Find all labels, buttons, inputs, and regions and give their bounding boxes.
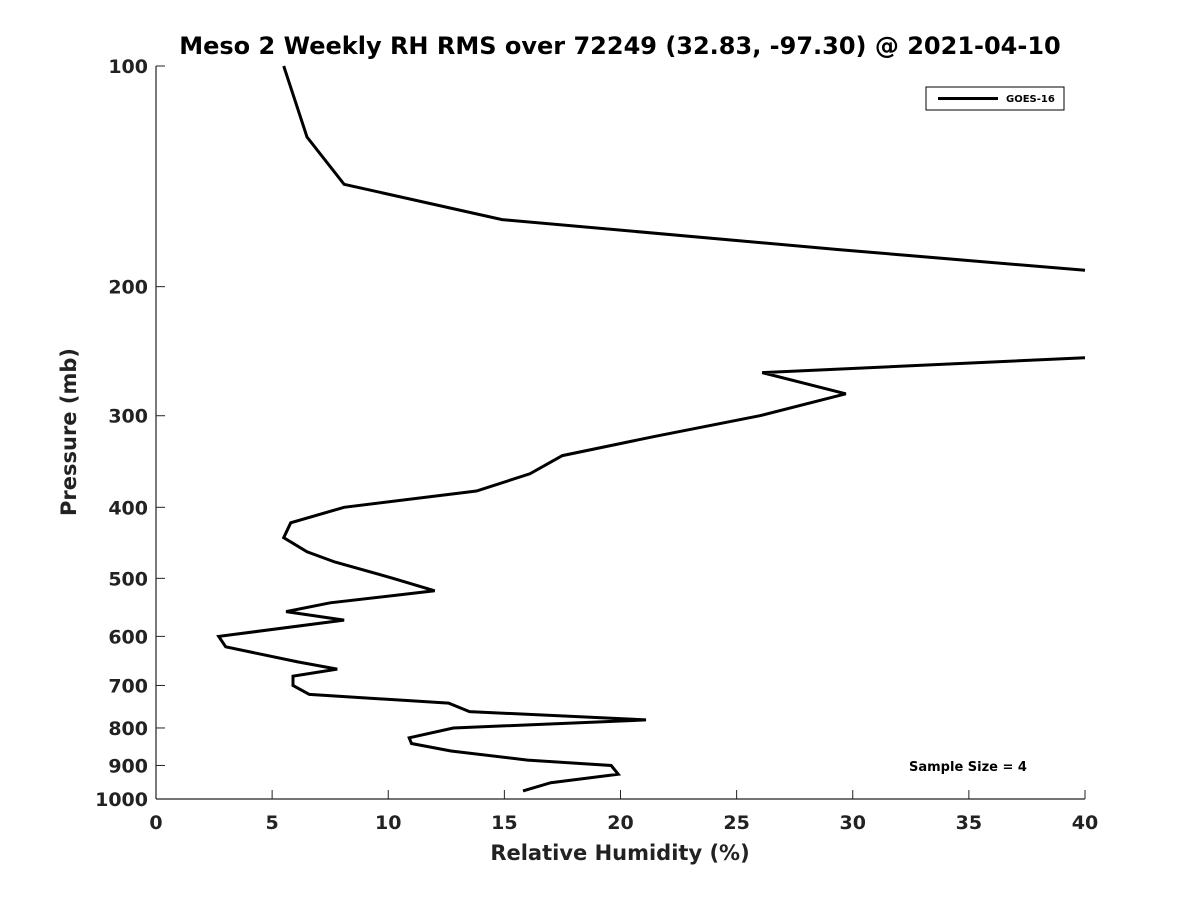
y-tick-label: 600 [108,626,148,648]
y-tick-label: 200 [108,277,148,299]
y-tick-label: 700 [108,675,148,697]
legend: GOES-16 [925,86,1065,111]
y-tick-label: 100 [108,56,148,78]
y-tick-label: 1000 [95,789,148,811]
plot-area: 0 5 10 15 20 25 30 35 40 100 200 300 400 500 600 700 800… [95,56,1098,834]
y-tick-label: 500 [108,568,148,590]
series-line-goes-16 [216,356,1086,793]
x-tick-label: 10 [375,812,401,834]
x-tick-label: 0 [149,812,162,834]
x-tick-label: 15 [491,812,517,834]
sample-size-annotation: Sample Size = 4 [909,760,1027,775]
y-tick-label: 900 [108,755,148,777]
y-tick-label: 300 [108,406,148,428]
x-axis-label: Relative Humidity (%) [490,841,749,865]
y-tick-label: 400 [108,497,148,519]
chart-title: Meso 2 Weekly RH RMS over 72249 (32.83, … [179,32,1061,60]
legend-label-goes-16: GOES-16 [1006,94,1055,105]
x-tick-label: 35 [956,812,982,834]
series-line-goes-16 [282,65,1086,272]
x-tick-label: 25 [723,812,749,834]
x-tick-label: 30 [840,812,866,834]
y-axis-label: Pressure (mb) [57,348,81,516]
x-tick-label: 5 [266,812,279,834]
x-tick-label: 40 [1072,812,1098,834]
y-tick-label: 800 [108,718,148,740]
x-tick-label: 20 [607,812,633,834]
